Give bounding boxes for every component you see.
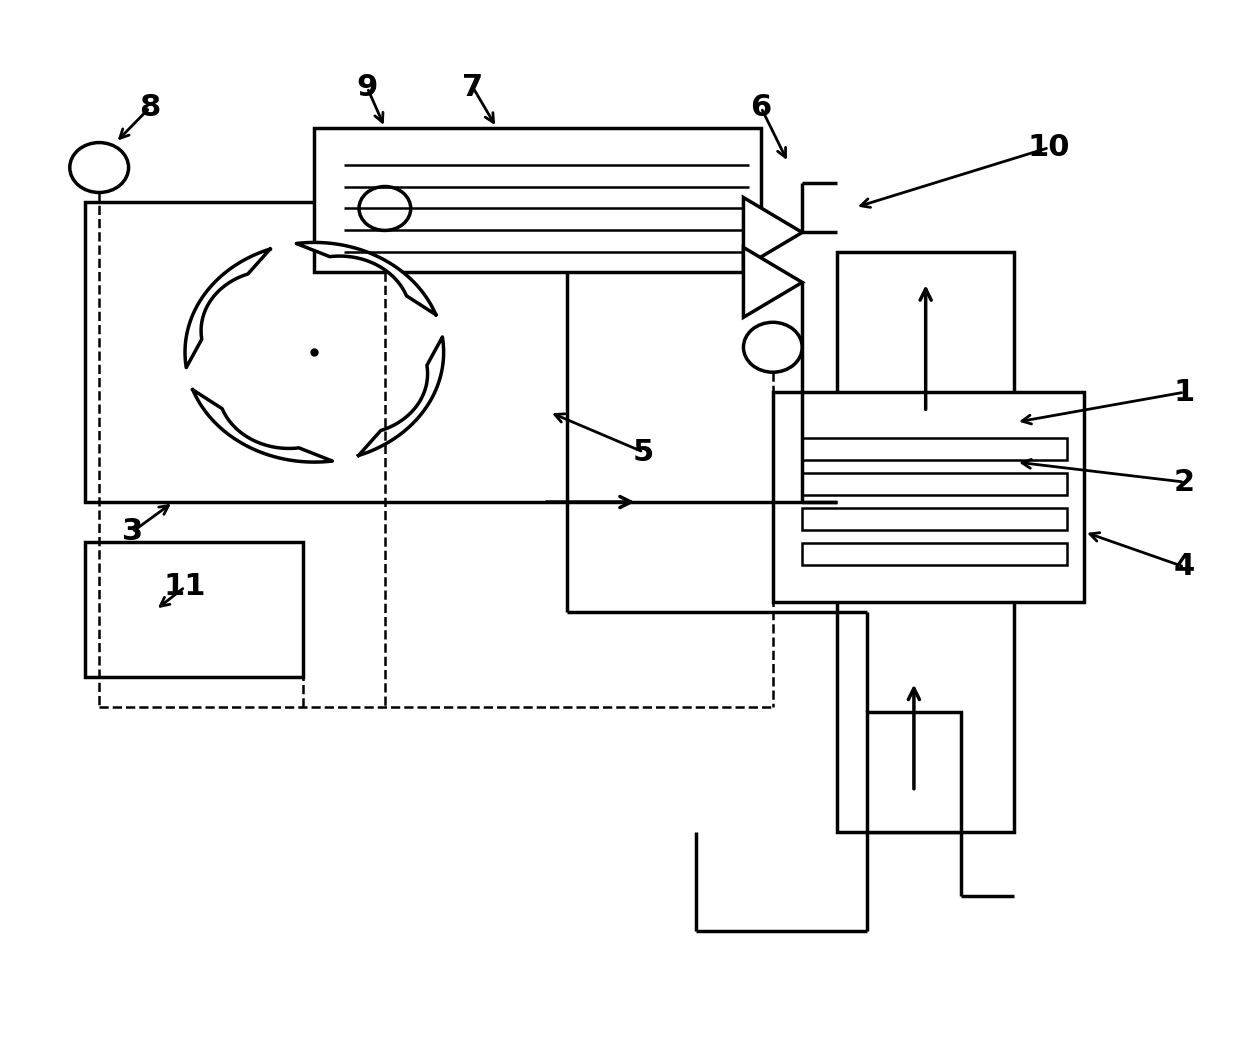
Text: 1: 1 [1174, 377, 1195, 407]
Bar [86, 542, 303, 677]
Bar [837, 252, 1014, 832]
Bar [314, 128, 761, 272]
Text: 4: 4 [1174, 552, 1195, 582]
Text: 7: 7 [463, 73, 484, 102]
Bar [773, 392, 1085, 602]
Polygon shape [744, 248, 802, 317]
Text: 11: 11 [164, 572, 206, 602]
Text: 2: 2 [1174, 468, 1195, 496]
Polygon shape [185, 249, 270, 368]
Text: 6: 6 [750, 93, 771, 122]
Bar [802, 543, 1066, 565]
Polygon shape [358, 337, 444, 455]
Bar [86, 202, 567, 502]
Bar [802, 508, 1066, 530]
Polygon shape [744, 197, 802, 268]
Polygon shape [296, 242, 435, 315]
Text: 8: 8 [139, 93, 160, 122]
Bar [867, 711, 961, 832]
Polygon shape [192, 390, 332, 462]
Bar [802, 438, 1066, 461]
Text: 3: 3 [122, 518, 143, 546]
Bar [802, 473, 1066, 495]
Text: 10: 10 [1028, 133, 1070, 162]
Text: 5: 5 [632, 437, 655, 467]
Text: 9: 9 [357, 73, 378, 102]
